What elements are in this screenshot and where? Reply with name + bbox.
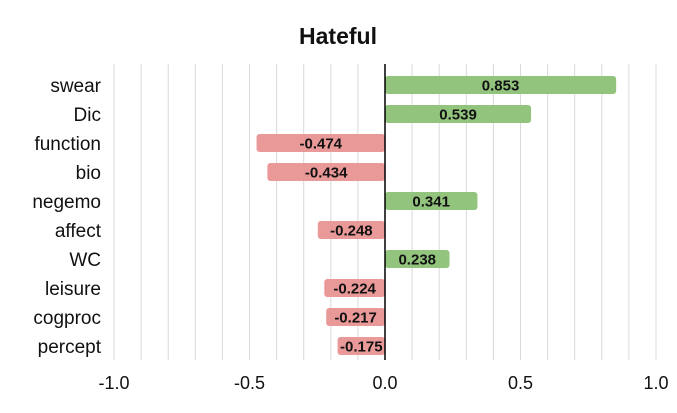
category-label-leisure: leisure	[45, 279, 101, 300]
bar-Dic	[385, 105, 532, 123]
value-label-affect: -0.248	[330, 223, 373, 240]
bars: 0.853 0.539 -0.474 -0.434 0.341 -0.248 0.238 -0…	[256, 76, 617, 356]
bar-affect	[317, 221, 385, 239]
category-label-Dic: Dic	[74, 105, 101, 126]
x-tick-label: 0.0	[372, 373, 397, 393]
bar-bio	[267, 163, 385, 181]
chart-title: Hateful	[299, 23, 377, 49]
x-tick-label: -1.0	[98, 373, 129, 393]
category-label-swear: swear	[50, 76, 101, 97]
category-label-cogproc: cogproc	[33, 308, 101, 329]
x-tick-label: 0.5	[508, 373, 533, 393]
bar-cogproc	[326, 308, 385, 326]
category-labels: swear Dic function bio negemo affect WC leisure…	[32, 76, 101, 358]
value-label-swear: 0.853	[482, 78, 520, 95]
category-label-affect: affect	[55, 221, 102, 242]
category-label-WC: WC	[69, 250, 101, 271]
x-tick-label: 1.0	[643, 373, 668, 393]
bar-WC	[385, 250, 450, 268]
x-tick-label: -0.5	[234, 373, 265, 393]
bar-swear	[385, 76, 617, 94]
category-label-percept: percept	[38, 337, 102, 358]
value-label-Dic: 0.539	[439, 107, 477, 124]
value-label-function: -0.474	[299, 136, 342, 153]
bar-percept	[337, 337, 385, 355]
value-label-leisure: -0.224	[333, 281, 376, 298]
category-label-function: function	[34, 134, 101, 155]
value-label-negemo: 0.341	[412, 194, 450, 211]
category-label-bio: bio	[76, 163, 101, 184]
value-label-cogproc: -0.217	[334, 310, 377, 327]
value-label-percept: -0.175	[340, 339, 383, 356]
value-label-WC: 0.238	[398, 252, 436, 269]
bar-leisure	[324, 279, 385, 297]
bar-function	[256, 134, 385, 152]
bar-negemo	[385, 192, 478, 210]
x-tick-labels: -1.0 -0.5 0.0 0.5 1.0	[98, 373, 668, 393]
category-label-negemo: negemo	[32, 192, 101, 213]
value-label-bio: -0.434	[305, 165, 348, 182]
